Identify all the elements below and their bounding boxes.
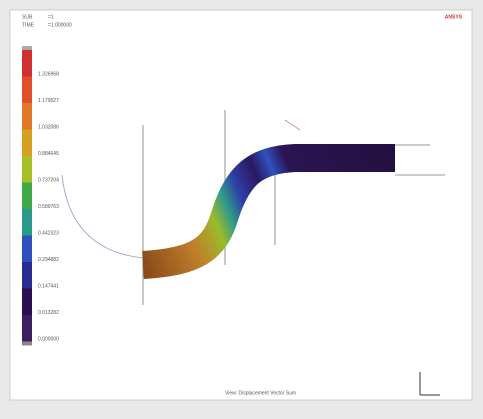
legend-cap bbox=[22, 46, 32, 50]
legend-label: 0.884645 bbox=[38, 151, 59, 157]
legend-swatch bbox=[22, 289, 32, 316]
legend-swatch bbox=[22, 77, 32, 104]
legend-swatch bbox=[22, 103, 32, 130]
legend-label: 0.013282 bbox=[38, 310, 59, 316]
screen: SUB =1 TIME =1.000000 ANSYS 1.326968 1.17… bbox=[0, 0, 483, 414]
step-value: =1 bbox=[48, 14, 54, 20]
legend-swatch bbox=[22, 130, 32, 157]
time-label: TIME bbox=[22, 22, 35, 28]
legend-label: 0.147441 bbox=[38, 283, 59, 289]
page: {"header": {"step_label": "SUB", "step_v… bbox=[0, 0, 483, 414]
legend-label: 0.737204 bbox=[38, 177, 59, 183]
step-label: SUB bbox=[22, 14, 33, 20]
brand: ANSYS bbox=[445, 14, 463, 20]
legend-swatch bbox=[22, 183, 32, 210]
time-value: =1.000000 bbox=[48, 22, 72, 28]
legend-swatch bbox=[22, 236, 32, 263]
legend-swatch bbox=[22, 50, 32, 77]
legend-swatch bbox=[22, 262, 32, 289]
legend-label: 0.589763 bbox=[38, 204, 59, 210]
legend-label: 0.294882 bbox=[38, 257, 59, 263]
legend-swatch bbox=[22, 209, 32, 236]
legend-cap bbox=[22, 342, 32, 346]
caption: View: Displacement Vector Sum bbox=[225, 390, 296, 396]
legend-label: 0.442323 bbox=[38, 230, 59, 236]
legend-label: 1.179527 bbox=[38, 98, 59, 104]
legend-swatch bbox=[22, 315, 32, 342]
legend-swatch bbox=[22, 156, 32, 183]
legend-label: 1.032086 bbox=[38, 124, 59, 130]
legend-label: 0.000000 bbox=[38, 336, 59, 342]
legend-label: 1.326968 bbox=[38, 71, 59, 77]
